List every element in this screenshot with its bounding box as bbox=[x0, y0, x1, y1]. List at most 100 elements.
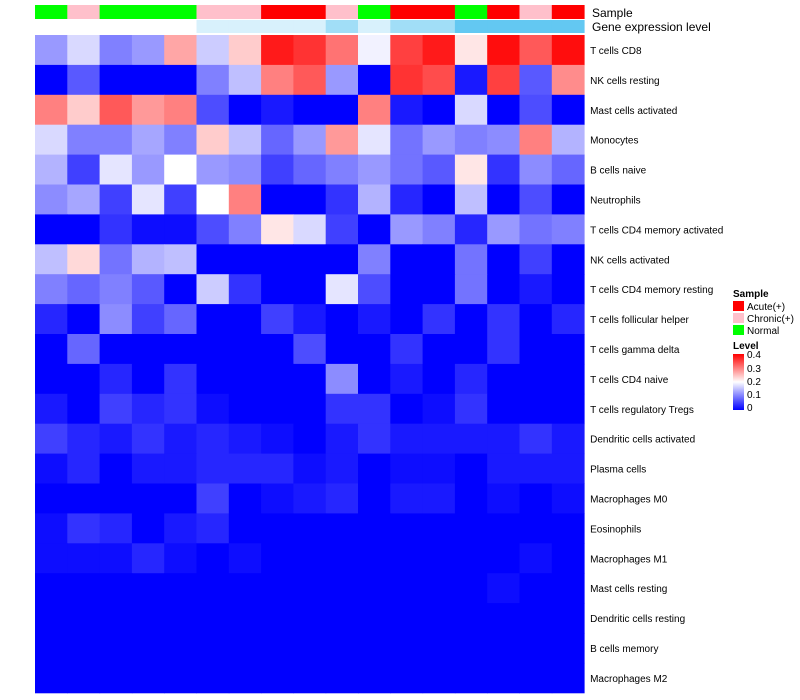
heatmap-cell bbox=[325, 453, 359, 484]
heatmap-cell bbox=[261, 274, 294, 305]
heatmap-cell bbox=[228, 94, 262, 126]
heatmap-cell bbox=[131, 453, 165, 484]
heatmap-cell bbox=[228, 453, 262, 484]
heatmap-cell bbox=[519, 304, 553, 335]
heatmap-cell bbox=[519, 64, 553, 96]
heatmap-cell bbox=[422, 423, 456, 455]
heatmap-cell bbox=[293, 543, 327, 574]
heatmap-cell bbox=[551, 154, 585, 185]
legend-level-tick-0.2: 0.2 bbox=[747, 377, 761, 388]
gene-level-annotation-cell bbox=[196, 20, 230, 33]
heatmap-cell bbox=[164, 94, 197, 126]
heatmap-cell bbox=[325, 423, 359, 455]
heatmap-cell bbox=[519, 214, 553, 245]
heatmap-cell bbox=[293, 124, 327, 156]
row-labels: T cells CD8 NK cells resting Mast cells ac… bbox=[590, 46, 723, 685]
heatmap-cell bbox=[67, 304, 101, 335]
heatmap-cell bbox=[293, 662, 327, 694]
heatmap-cell bbox=[67, 543, 101, 574]
heatmap-cell bbox=[67, 274, 101, 305]
heatmap-cell bbox=[228, 124, 262, 156]
heatmap-cell bbox=[551, 35, 585, 66]
heatmap-cell bbox=[293, 453, 327, 484]
heatmap-cell bbox=[551, 274, 585, 305]
heatmap-cell bbox=[390, 423, 424, 455]
heatmap-cell bbox=[422, 35, 456, 66]
row-label: Dendritic cells resting bbox=[590, 614, 685, 625]
heatmap-cell bbox=[293, 154, 327, 185]
heatmap-cell bbox=[358, 334, 391, 365]
heatmap-cell bbox=[551, 244, 585, 275]
heatmap-cell bbox=[196, 154, 230, 185]
gene-level-annotation-cell bbox=[551, 20, 585, 33]
heatmap-cell bbox=[99, 334, 133, 365]
heatmap-cell bbox=[487, 94, 520, 126]
heatmap-cell bbox=[228, 603, 262, 634]
heatmap-cell bbox=[67, 334, 101, 365]
row-label: Macrophages M1 bbox=[590, 554, 668, 565]
heatmap-cell bbox=[551, 363, 585, 395]
heatmap-cell bbox=[519, 35, 553, 66]
heatmap-cell bbox=[358, 124, 391, 156]
heatmap-cell bbox=[35, 154, 68, 185]
annotation-label-sample: Sample bbox=[592, 6, 633, 20]
heatmap-cell bbox=[293, 513, 327, 544]
heatmap-cell bbox=[228, 633, 262, 664]
heatmap-cell bbox=[35, 274, 68, 305]
heatmap-cell bbox=[131, 124, 165, 156]
sample-annotation-cell bbox=[35, 5, 68, 19]
heatmap-cell bbox=[551, 573, 585, 604]
heatmap-cell bbox=[164, 483, 197, 514]
heatmap-cell bbox=[67, 603, 101, 634]
sample-annotation-cell bbox=[519, 5, 553, 19]
heatmap-cell bbox=[196, 184, 230, 215]
sample-annotation-cell bbox=[196, 5, 230, 19]
heatmap-cell bbox=[228, 274, 262, 305]
heatmap-cell bbox=[422, 214, 456, 245]
heatmap-cell bbox=[422, 304, 456, 335]
row-label: T cells gamma delta bbox=[590, 345, 680, 356]
heatmap-cell bbox=[454, 633, 488, 664]
sample-annotation-cell bbox=[487, 5, 520, 19]
heatmap-cell bbox=[390, 124, 424, 156]
heatmap-cell bbox=[131, 662, 165, 694]
heatmap-cell bbox=[422, 483, 456, 514]
heatmap-cell bbox=[325, 483, 359, 514]
heatmap-cell bbox=[358, 154, 391, 185]
heatmap-cell bbox=[99, 453, 133, 484]
heatmap-cell bbox=[228, 304, 262, 335]
heatmap-cell bbox=[454, 662, 488, 694]
gene-level-annotation-cell bbox=[422, 20, 456, 33]
heatmap-cell bbox=[261, 453, 294, 484]
heatmap-cell bbox=[487, 513, 520, 544]
heatmap-cell bbox=[519, 154, 553, 185]
heatmap-cell bbox=[390, 513, 424, 544]
heatmap-cell bbox=[67, 184, 101, 215]
heatmap-cell bbox=[325, 124, 359, 156]
heatmap-cell bbox=[196, 393, 230, 425]
heatmap-cell bbox=[390, 274, 424, 305]
heatmap-cell bbox=[131, 64, 165, 96]
heatmap-cell bbox=[228, 363, 262, 395]
heatmap-cell bbox=[325, 64, 359, 96]
heatmap-cell bbox=[35, 393, 68, 425]
heatmap-cell bbox=[67, 64, 101, 96]
heatmap-cell bbox=[454, 94, 488, 126]
heatmap-cell bbox=[99, 124, 133, 156]
heatmap-cell bbox=[164, 423, 197, 455]
heatmap-cell bbox=[35, 244, 68, 275]
sample-annotation-cell bbox=[358, 5, 391, 19]
heatmap-cell bbox=[358, 274, 391, 305]
heatmap-cell bbox=[196, 334, 230, 365]
heatmap-cell bbox=[293, 363, 327, 395]
heatmap-cell bbox=[131, 573, 165, 604]
heatmap-cell bbox=[454, 334, 488, 365]
heatmap-cell bbox=[422, 184, 456, 215]
row-label: Macrophages M0 bbox=[590, 494, 668, 505]
heatmap-cell bbox=[487, 35, 520, 66]
heatmap-cell bbox=[131, 543, 165, 574]
heatmap-cell bbox=[358, 662, 391, 694]
heatmap-cell bbox=[35, 603, 68, 634]
heatmap-cell bbox=[519, 603, 553, 634]
heatmap-cell bbox=[325, 513, 359, 544]
